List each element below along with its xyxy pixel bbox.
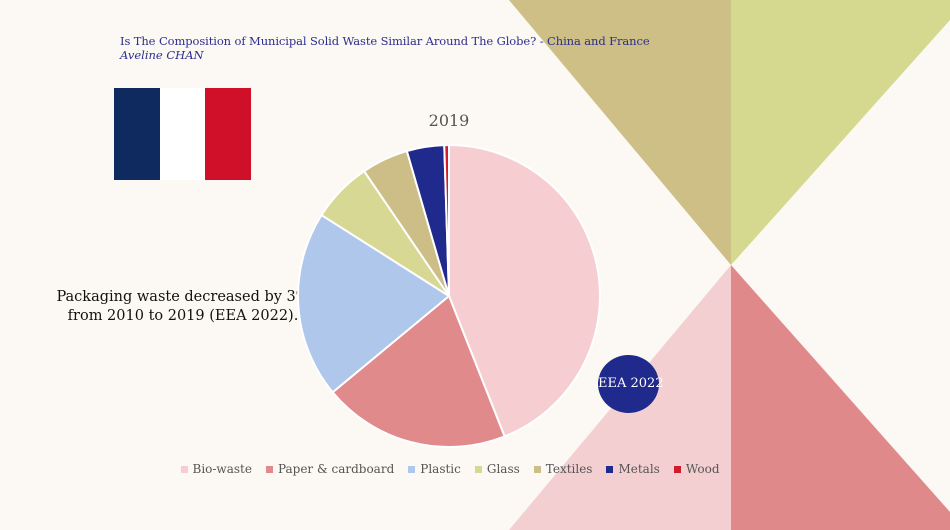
legend-swatch-bio-waste	[180, 465, 188, 473]
chart-legend: Bio-waste Paper & cardboard Plastic Glass Te…	[0, 462, 900, 476]
legend-swatch-textiles	[533, 465, 541, 473]
france-flag	[114, 88, 252, 180]
packaging-note-line2: from 2010 to 2019 (EEA 2022).	[67, 308, 299, 324]
legend-item-bio-waste: Bio-waste	[180, 462, 252, 476]
legend-swatch-wood	[673, 465, 681, 473]
eea-badge-label: EEA 2022	[598, 376, 664, 391]
legend-swatch-paper-cardboard	[265, 465, 273, 473]
eea-badge	[598, 355, 659, 413]
flag-stripe-blue	[114, 88, 160, 180]
legend-item-plastic: Plastic	[408, 462, 461, 476]
chart-title: 2019	[429, 111, 470, 130]
pie-slice-paper-cardboard	[331, 294, 506, 448]
legend-label-wood: Wood	[685, 462, 720, 476]
legend-label-plastic: Plastic	[420, 462, 461, 476]
legend-swatch-plastic	[408, 465, 416, 473]
author-name: Aveline CHAN	[120, 48, 204, 62]
legend-item-paper-cardboard: Paper & cardboard	[265, 462, 395, 476]
flag-stripe-red	[205, 88, 252, 180]
legend-label-bio-waste: Bio-waste	[192, 462, 252, 476]
legend-swatch-metals	[606, 465, 614, 473]
legend-label-glass: Glass	[486, 462, 520, 476]
legend-item-textiles: Textiles	[533, 462, 593, 476]
packaging-note-line1: Packaging waste decreased by 3%	[56, 289, 310, 305]
legend-item-wood: Wood	[673, 462, 720, 476]
presentation-title: Is The Composition of Municipal Solid Wa…	[120, 34, 650, 48]
olive-triangle	[509, 0, 731, 265]
pie-slice-wood	[443, 143, 450, 297]
legend-swatch-glass	[474, 465, 482, 473]
legend-label-textiles: Textiles	[545, 462, 593, 476]
legend-label-paper-cardboard: Paper & cardboard	[277, 462, 395, 476]
lime-triangle	[731, 0, 950, 265]
legend-label-metals: Metals	[618, 462, 660, 476]
legend-item-metals: Metals	[606, 462, 660, 476]
packaging-note: Packaging waste decreased by 3% from 201…	[54, 288, 312, 326]
flag-stripe-white	[159, 88, 206, 180]
legend-item-glass: Glass	[474, 462, 520, 476]
rose-triangle	[731, 265, 950, 530]
pie-slice-bio-waste	[448, 143, 601, 438]
pie-slice-plastic	[297, 213, 451, 394]
